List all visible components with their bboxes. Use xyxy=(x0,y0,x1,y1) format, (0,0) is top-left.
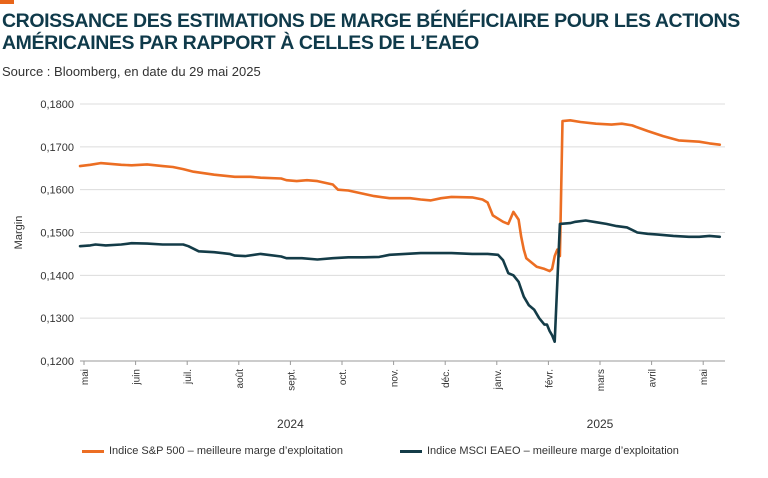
series-line-sp500 xyxy=(78,119,722,273)
x-tick-label: déc. xyxy=(441,369,452,388)
x-tick-label: août xyxy=(235,369,246,389)
x-tick-label: mai xyxy=(699,369,710,385)
legend-item-eafe: Indice MSCI EAEO – meilleure marge d’exp… xyxy=(400,445,679,457)
x-tick-label: nov. xyxy=(390,369,401,387)
year-label: 2025 xyxy=(587,417,614,431)
x-tick-label: juin xyxy=(132,369,143,386)
legend-swatch-eafe xyxy=(400,449,422,453)
legend-label-sp500: Indice S&P 500 – meilleure marge d’explo… xyxy=(109,445,343,457)
x-tick-label: mai xyxy=(80,369,91,385)
x-tick-label: juil. xyxy=(183,369,194,385)
chart-source: Source : Bloomberg, en date du 29 mai 20… xyxy=(2,64,261,79)
y-axis-title: Margin xyxy=(13,216,25,250)
y-tick-label: 0,1300 xyxy=(40,313,74,325)
legend-label-eafe: Indice MSCI EAEO – meilleure marge d’exp… xyxy=(427,445,679,457)
y-tick-label: 0,1400 xyxy=(40,270,74,282)
x-tick-label: janv. xyxy=(493,369,504,390)
x-tick-label: sept. xyxy=(286,369,297,391)
x-tick-label: oct. xyxy=(338,369,349,385)
y-tick-label: 0,1700 xyxy=(40,142,74,154)
chart-title: CROISSANCE DES ESTIMATIONS DE MARGE BÉNÉ… xyxy=(2,10,740,54)
legend-item-sp500: Indice S&P 500 – meilleure marge d’explo… xyxy=(82,445,343,457)
legend-swatch-sp500 xyxy=(82,449,104,453)
y-tick-label: 0,1800 xyxy=(40,99,74,111)
x-tick-label: mars xyxy=(596,369,607,391)
y-tick-label: 0,1500 xyxy=(40,228,74,240)
x-tick-label: avril xyxy=(648,369,659,387)
series-line-eafe xyxy=(78,219,722,343)
chart-legend: Indice S&P 500 – meilleure marge d’explo… xyxy=(0,445,768,465)
y-tick-label: 0,1200 xyxy=(40,356,74,368)
x-tick-label: févr. xyxy=(544,369,555,388)
y-tick-label: 0,1600 xyxy=(40,185,74,197)
brand-accent-bar xyxy=(0,0,14,4)
year-label: 2024 xyxy=(277,417,304,431)
